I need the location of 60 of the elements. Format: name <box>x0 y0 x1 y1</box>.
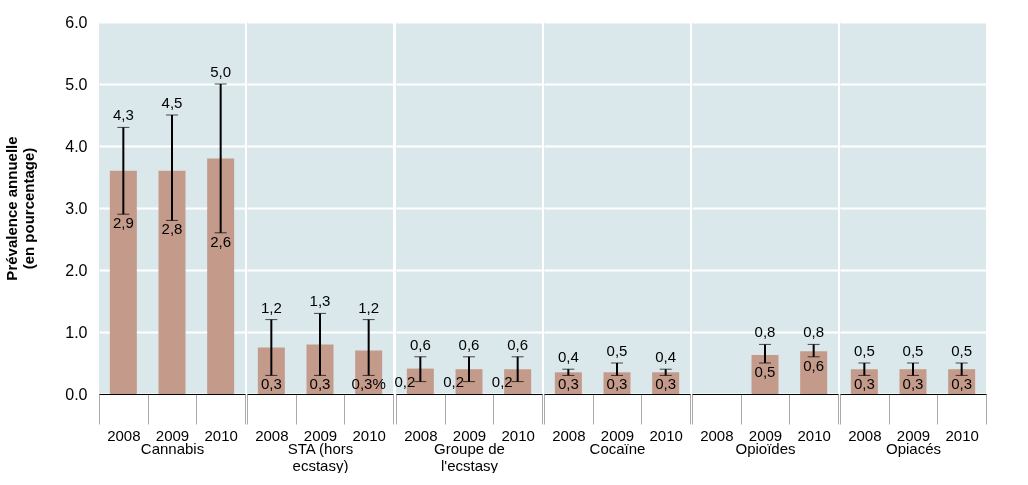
annotation: 0,3 <box>902 375 924 393</box>
annotation: 0,3 <box>655 375 677 393</box>
annotation: 0,8 <box>754 323 776 341</box>
y-tick-label: 6.0 <box>65 13 88 31</box>
annotation: 0,3 <box>260 375 282 393</box>
annotation: 0,6 <box>458 335 480 353</box>
annotation: 1,2 <box>260 298 282 316</box>
y-tick-label: 0.0 <box>65 385 88 403</box>
x-tick-label: 2008 <box>107 426 141 444</box>
annotation: 0,4 <box>557 348 579 366</box>
annotation: 0,2 <box>491 372 513 390</box>
annotation: 0,8 <box>803 323 825 341</box>
y-tick-label: 3.0 <box>65 199 88 217</box>
annotation: 0,6 <box>803 356 825 374</box>
annotation: 0,3 <box>309 375 331 393</box>
x-tick-label: 2009 <box>303 426 338 444</box>
x-tick-label: 2008 <box>700 426 734 444</box>
annotation: 1,3 <box>309 292 331 310</box>
annotation: 0,3 <box>951 375 973 393</box>
annotation: 0,5 <box>853 342 875 359</box>
annotation: 0,5 <box>902 342 924 359</box>
x-tick-label: 2009 <box>155 426 190 444</box>
annotation: 0,3 <box>557 375 579 393</box>
x-tick-label: 2008 <box>552 426 586 444</box>
x-tick-label: 2010 <box>945 426 979 444</box>
x-tick-label: 2008 <box>255 426 289 444</box>
x-tick-label: 2009 <box>452 426 487 444</box>
y-tick-label: 1.0 <box>65 323 88 341</box>
annotation: 0,2 <box>394 372 416 390</box>
annotation: 2,9 <box>112 214 134 232</box>
x-tick-label: 2009 <box>896 426 931 444</box>
x-tick-label: 2010 <box>649 426 683 444</box>
y-axis-title: Prévalence annuelle (en pourcentage) <box>3 136 38 281</box>
y-tick-label: 2.0 <box>65 261 88 279</box>
annotation: 0,5 <box>754 363 776 380</box>
annotation: 4,3 <box>112 106 134 124</box>
annotation: 4,5 <box>161 94 183 111</box>
x-tick-label: 2008 <box>404 426 438 444</box>
annotation: 0,4 <box>655 348 677 366</box>
x-tick-label: 2008 <box>848 426 882 444</box>
x-tick-label: 2009 <box>600 426 635 444</box>
annotation: 2,8 <box>161 220 183 238</box>
annotation: 2,6 <box>210 232 232 250</box>
annotation: 0,3 <box>606 375 628 393</box>
x-tick-label: 2010 <box>352 426 386 444</box>
annotation: 5,0 <box>210 63 232 80</box>
x-tick-label: 2009 <box>748 426 783 444</box>
annotation: 0,2 <box>443 372 464 390</box>
x-tick-label: 2010 <box>797 426 831 444</box>
annotation: 0,5 <box>606 342 628 359</box>
annotation: 0,5 <box>951 342 973 359</box>
y-tick-label: 4.0 <box>65 137 88 155</box>
x-tick-label: 2010 <box>204 426 238 444</box>
x-tick-label: 2010 <box>501 426 535 444</box>
annotation: 1,2 <box>358 298 380 316</box>
y-tick-label: 5.0 <box>65 75 88 93</box>
annotation: 0,6 <box>507 335 529 353</box>
annotation: 0,6 <box>409 335 431 353</box>
annotation: 0,3% <box>351 375 386 393</box>
annotation: 0,3 <box>853 375 875 393</box>
